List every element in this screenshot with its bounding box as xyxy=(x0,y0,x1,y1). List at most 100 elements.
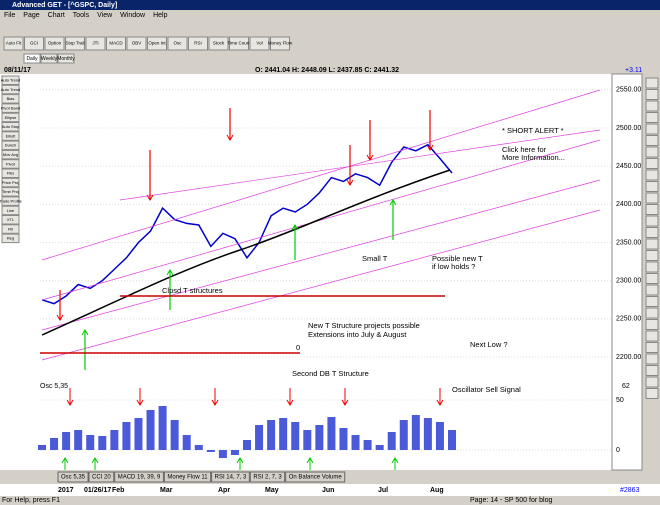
right-tool[interactable] xyxy=(645,135,659,146)
right-tool[interactable] xyxy=(645,250,659,261)
side-button[interactable] xyxy=(1,131,20,141)
right-tool[interactable] xyxy=(645,238,659,250)
tool-button[interactable] xyxy=(188,36,208,51)
side-button[interactable] xyxy=(1,224,20,234)
tool-button[interactable] xyxy=(270,36,290,51)
right-tool[interactable] xyxy=(645,146,659,158)
right-tool[interactable] xyxy=(645,112,659,123)
right-tool[interactable] xyxy=(645,204,659,215)
tab[interactable] xyxy=(23,53,41,64)
indicator-tab[interactable]: CCI 20 xyxy=(92,475,111,481)
indicator-tab[interactable]: MACD 19, 39, 9 xyxy=(118,475,161,481)
tool-button[interactable] xyxy=(3,36,24,51)
menu-item[interactable]: Window xyxy=(120,12,146,19)
tool-button[interactable] xyxy=(106,36,126,51)
right-tool[interactable] xyxy=(645,342,659,353)
tool-button[interactable] xyxy=(249,36,270,51)
right-tool[interactable] xyxy=(645,169,659,181)
right-tool[interactable] xyxy=(645,123,659,135)
right-tool[interactable] xyxy=(645,330,659,342)
indicator-tab[interactable]: Osc 5,35 xyxy=(61,475,86,481)
side-button[interactable] xyxy=(1,177,20,188)
right-tool[interactable] xyxy=(645,284,659,296)
tool-button[interactable] xyxy=(65,36,85,51)
menu-item[interactable]: View xyxy=(97,12,113,19)
buy-arrow xyxy=(61,457,69,470)
right-tool[interactable] xyxy=(645,365,659,376)
right-tool[interactable] xyxy=(645,261,659,273)
date-label: Jul xyxy=(378,487,388,494)
menu-item[interactable]: Chart xyxy=(48,12,65,19)
channel-line xyxy=(119,129,601,201)
tool-button[interactable] xyxy=(229,36,249,51)
side-button[interactable] xyxy=(1,196,20,206)
side-button[interactable] xyxy=(1,168,20,178)
side-button[interactable] xyxy=(1,140,20,151)
side-button[interactable] xyxy=(1,94,20,104)
right-tool[interactable] xyxy=(645,353,659,365)
date-label: Aug xyxy=(430,487,444,494)
side-button[interactable] xyxy=(1,233,20,244)
tab[interactable] xyxy=(40,53,58,64)
sell-arrow xyxy=(66,388,74,406)
date-label: Apr xyxy=(218,487,230,494)
menu-item[interactable]: Tools xyxy=(73,12,90,19)
side-label: Fill xyxy=(8,226,13,231)
side-button[interactable] xyxy=(1,205,20,216)
tool-button[interactable] xyxy=(44,36,65,51)
osc-bar xyxy=(255,425,264,450)
right-tool[interactable] xyxy=(645,296,659,307)
side-button[interactable] xyxy=(1,84,20,95)
right-tool[interactable] xyxy=(645,273,659,284)
right-tool[interactable] xyxy=(645,227,659,238)
indicator-tab[interactable]: Money Flow 11 xyxy=(167,475,208,481)
side-button[interactable] xyxy=(1,159,20,169)
right-tool[interactable] xyxy=(645,319,659,330)
menu-item[interactable]: Help xyxy=(153,12,168,19)
indicator-tab[interactable]: RSI 14, 7, 3 xyxy=(215,475,247,481)
tool-button[interactable] xyxy=(85,36,106,51)
right-tool[interactable] xyxy=(645,192,659,204)
osc-bar xyxy=(38,445,46,450)
side-button[interactable] xyxy=(1,187,20,197)
arrow-head xyxy=(166,269,174,276)
y-tick-label: 2550.00 xyxy=(616,87,641,94)
menu-item[interactable]: Page xyxy=(23,12,39,19)
indicator-tab[interactable]: On Balance Volume xyxy=(289,475,343,481)
tab[interactable] xyxy=(57,53,75,64)
tool-button[interactable] xyxy=(24,36,44,51)
right-tool[interactable] xyxy=(645,215,659,227)
right-tool[interactable] xyxy=(645,376,659,388)
side-label: Elliott xyxy=(6,133,17,138)
side-button[interactable] xyxy=(1,122,20,132)
arrow-head xyxy=(146,194,154,201)
arrow-head xyxy=(81,329,89,336)
indicator-tab[interactable]: RSI 2, 7, 3 xyxy=(253,475,282,481)
right-tool[interactable] xyxy=(645,158,659,169)
y-tick-label: 2300.00 xyxy=(616,278,641,285)
tool-button[interactable] xyxy=(147,36,167,51)
osc-bar xyxy=(170,420,179,450)
bar-count: #2863 xyxy=(620,487,640,494)
status-page: Page: 14 - SP 500 for blog xyxy=(470,497,552,504)
side-button[interactable] xyxy=(1,103,20,113)
side-button[interactable] xyxy=(1,215,20,225)
arrow-head xyxy=(346,179,354,186)
tab-label: Weekly xyxy=(41,56,58,62)
menu-item[interactable]: File xyxy=(4,12,15,19)
right-tool[interactable] xyxy=(645,181,659,192)
side-button[interactable] xyxy=(1,149,20,160)
right-tool[interactable] xyxy=(645,388,659,399)
moving-average xyxy=(41,169,451,336)
side-button[interactable] xyxy=(1,112,20,123)
right-tool[interactable] xyxy=(645,89,659,100)
tool-button[interactable] xyxy=(167,36,188,51)
tool-button[interactable] xyxy=(126,36,147,51)
side-button[interactable] xyxy=(1,75,20,85)
right-tool[interactable] xyxy=(645,100,659,112)
right-tool[interactable] xyxy=(645,77,659,89)
y-tick-label: 2250.00 xyxy=(616,316,641,323)
tool-button[interactable] xyxy=(208,36,229,51)
arrow-head xyxy=(366,154,374,161)
right-tool[interactable] xyxy=(645,307,659,319)
